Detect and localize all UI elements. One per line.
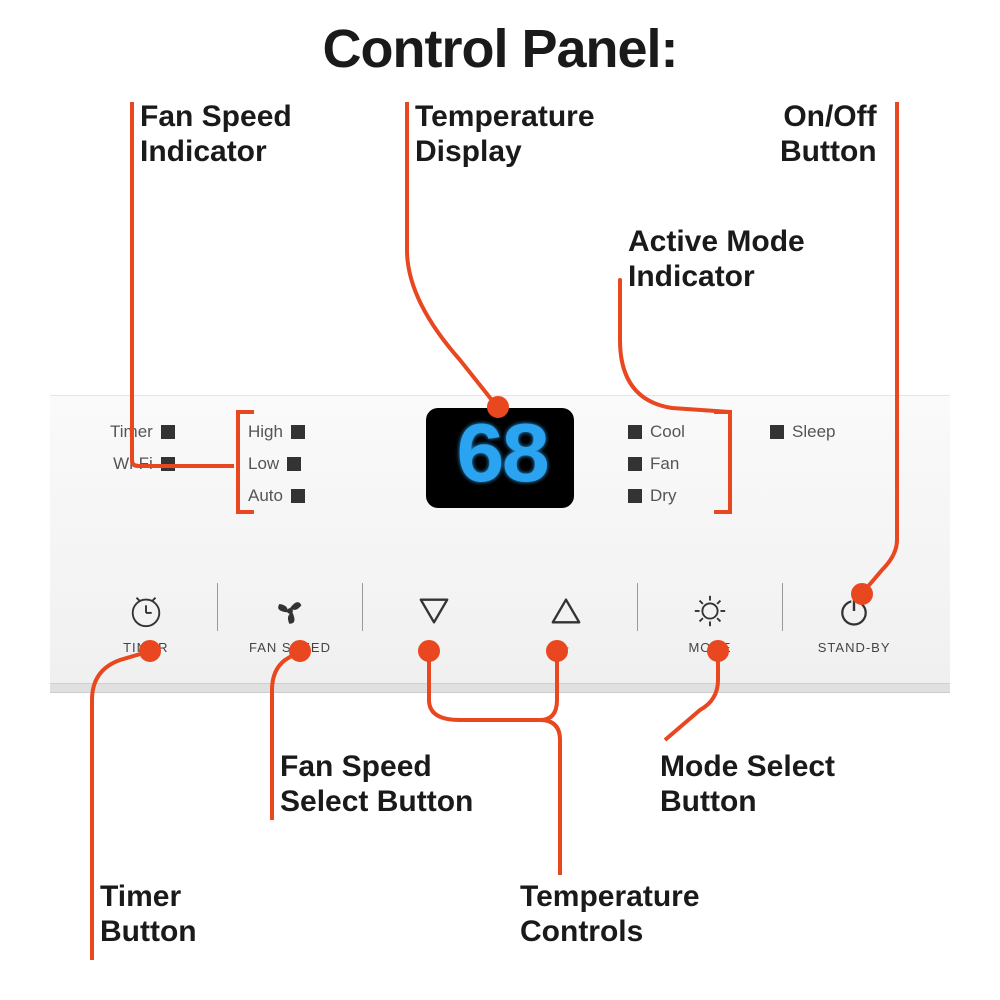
indicator-wifi-label: Wi-Fi	[113, 454, 153, 474]
triangle-up-icon	[547, 590, 585, 632]
minus-label: −	[430, 640, 439, 655]
plus-label: +	[561, 640, 570, 655]
divider	[782, 583, 783, 631]
divider	[217, 583, 218, 631]
page-title: Control Panel:	[322, 18, 677, 80]
status-indicators-left: Timer Wi-Fi	[110, 416, 175, 480]
fan-speed-button-label: FAN SPEED	[249, 640, 331, 655]
sleep-indicator: Sleep	[770, 416, 835, 448]
indicator-sleep-label: Sleep	[792, 422, 835, 442]
temperature-display: 68	[426, 408, 574, 508]
led-icon	[291, 425, 305, 439]
label-on-off: On/Off Button	[780, 100, 877, 169]
label-fan-speed-indicator: Fan Speed Indicator	[140, 100, 292, 169]
control-panel: Timer Wi-Fi High Low Auto Cool Fan Dry S…	[50, 395, 950, 685]
temp-down-button[interactable]: −	[374, 590, 494, 655]
fan-speed-button[interactable]: FAN SPEED	[230, 590, 350, 655]
mode-button[interactable]: MODE	[650, 590, 770, 655]
bracket-right	[714, 410, 732, 514]
power-icon	[836, 590, 872, 632]
divider	[637, 583, 638, 631]
led-icon	[161, 425, 175, 439]
led-icon	[161, 457, 175, 471]
sun-icon	[691, 590, 729, 632]
led-icon	[628, 425, 642, 439]
led-icon	[628, 489, 642, 503]
fan-icon	[271, 590, 309, 632]
indicator-cool-label: Cool	[650, 422, 685, 442]
led-icon	[628, 457, 642, 471]
standby-button[interactable]: STAND-BY	[794, 590, 914, 655]
led-icon	[291, 489, 305, 503]
standby-button-label: STAND-BY	[818, 640, 891, 655]
active-mode-indicators: Cool Fan Dry	[628, 416, 685, 512]
label-active-mode: Active Mode Indicator	[628, 225, 805, 294]
indicator-timer-label: Timer	[110, 422, 153, 442]
led-icon	[287, 457, 301, 471]
triangle-down-icon	[415, 590, 453, 632]
label-temp-display: Temperature Display	[415, 100, 595, 169]
clock-icon	[127, 590, 165, 632]
indicator-dry-label: Dry	[650, 486, 676, 506]
label-mode-select: Mode Select Button	[660, 750, 835, 819]
button-row: TIMER FAN SPEED − + MODE	[80, 583, 920, 655]
temp-up-button[interactable]: +	[506, 590, 626, 655]
timer-button-label: TIMER	[123, 640, 168, 655]
indicator-fan-label: Fan	[650, 454, 679, 474]
divider	[362, 583, 363, 631]
led-icon	[770, 425, 784, 439]
timer-button[interactable]: TIMER	[86, 590, 206, 655]
mode-button-label: MODE	[688, 640, 731, 655]
label-timer-button: Timer Button	[100, 880, 197, 949]
bracket-left	[236, 410, 254, 514]
label-fan-speed-select: Fan Speed Select Button	[280, 750, 473, 819]
label-temp-controls: Temperature Controls	[520, 880, 700, 949]
fan-speed-indicators: High Low Auto	[248, 416, 305, 512]
